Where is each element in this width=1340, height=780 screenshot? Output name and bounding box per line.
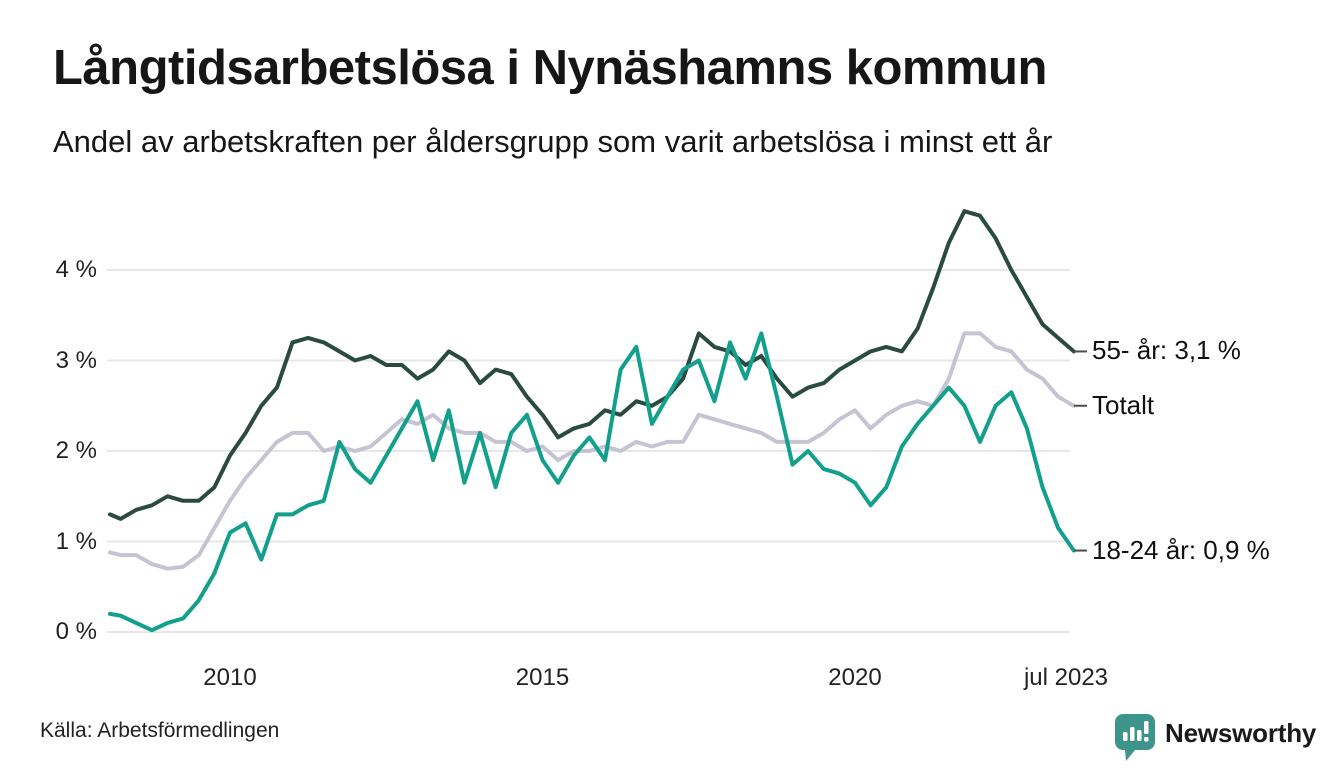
series-end-label: Totalt	[1092, 389, 1155, 420]
series-lines	[108, 209, 1076, 633]
series-line-Totalt	[108, 331, 1076, 571]
x-tick-label: 2020	[828, 664, 882, 691]
series-end-label: 55- år: 3,1 %	[1092, 335, 1241, 366]
x-tick-label: 2010	[203, 664, 257, 691]
y-tick-label: 4 %	[55, 256, 97, 283]
series-line-55-r	[108, 209, 1076, 521]
newsworthy-bubble-chart-icon	[1115, 714, 1155, 769]
source-note: Källa: Arbetsförmedlingen	[40, 719, 280, 742]
page-title: Långtidsarbetslösa i Nynäshamns kommun	[53, 41, 1047, 95]
x-tick-label: jul 2023	[1023, 664, 1109, 691]
newsworthy-logo: Newsworthy	[1115, 714, 1316, 769]
series-end-label: 18-24 år: 0,9 %	[1092, 534, 1270, 565]
series-line-18-24r	[108, 331, 1076, 633]
page-subtitle: Andel av arbetskraften per åldersgrupp s…	[53, 124, 1053, 159]
y-tick-label: 0 %	[55, 618, 97, 645]
newsworthy-wordmark: Newsworthy	[1165, 718, 1317, 748]
y-tick-label: 1 %	[55, 527, 97, 555]
y-tick-label: 2 %	[55, 437, 97, 464]
x-tick-label: 2015	[515, 664, 570, 691]
end-label-connectors	[1074, 350, 1087, 552]
y-tick-label: 3 %	[55, 346, 97, 374]
